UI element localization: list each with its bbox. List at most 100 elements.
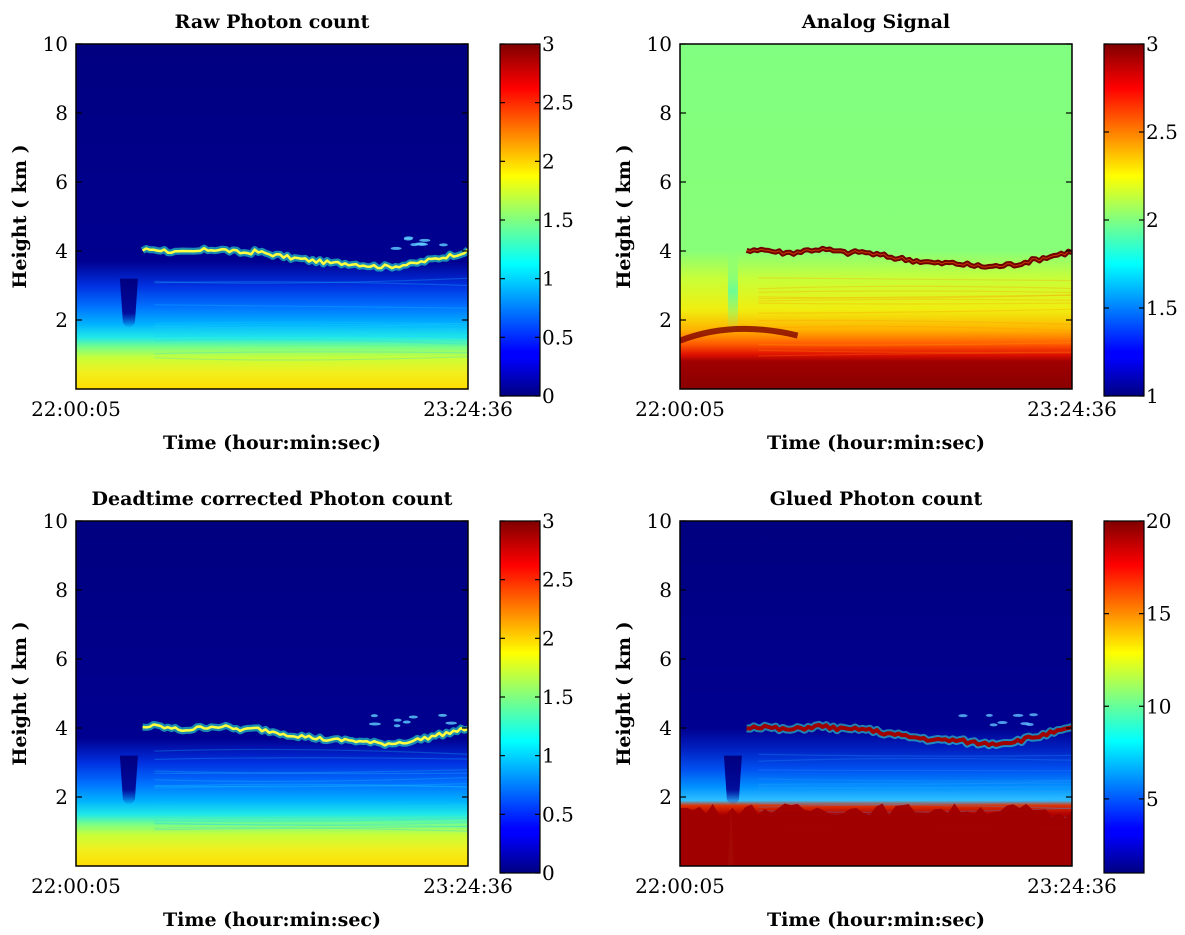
y-tick-label: 2	[659, 308, 672, 332]
axes-frame	[75, 43, 469, 390]
chart-title: Glued Photon count	[770, 488, 983, 510]
cloud-fragment	[445, 721, 457, 725]
axes-frame	[75, 520, 469, 867]
y-tick-label: 4	[55, 239, 68, 263]
colorbar-tick-label: 2.5	[1146, 120, 1178, 144]
layer-streak	[758, 757, 1072, 762]
layer-streak	[154, 748, 468, 755]
x-tick-label-start: 22:00:05	[31, 874, 121, 898]
layer-streak	[154, 277, 468, 284]
layer-streak	[758, 790, 1072, 795]
layer-streak	[758, 798, 1072, 806]
colorbar-tick-label: 0.5	[542, 802, 574, 826]
layer-streak	[758, 294, 1072, 299]
x-tick-label-end: 23:24:36	[1027, 874, 1117, 898]
cloud-fragment	[416, 242, 428, 246]
layer-streak	[154, 782, 468, 788]
chart-title: Raw Photon count	[175, 11, 370, 33]
layer-streak	[154, 826, 468, 831]
colorbar-tick-label: 1	[542, 744, 555, 768]
y-tick-label: 6	[659, 170, 672, 194]
y-tick-label: 4	[659, 716, 672, 740]
colorbar-tick-label: 1	[1146, 384, 1159, 408]
cloud-fragment	[393, 718, 402, 722]
layer-streak	[758, 786, 1072, 790]
shaft	[723, 755, 742, 805]
shaft	[119, 278, 138, 328]
colorbar-tick-label: 0	[542, 384, 555, 408]
colorbar-tick-label: 5	[1146, 787, 1159, 811]
colorbar-tick-label: 20	[1146, 509, 1171, 533]
heatmap-area	[76, 44, 468, 389]
colorbar-tick-label: 15	[1146, 602, 1171, 626]
cloud-layer	[141, 246, 468, 270]
y-axis-label: Height ( km )	[9, 144, 31, 288]
y-tick-label: 6	[659, 647, 672, 671]
layer-streak	[154, 770, 468, 775]
cloud-fragment	[419, 238, 431, 242]
x-axis-label: Time (hour:min:sec)	[163, 432, 381, 454]
y-tick-label: 8	[55, 578, 68, 602]
cloud-fragment	[1029, 713, 1038, 717]
y-tick-label: 8	[659, 578, 672, 602]
heatmap-background	[680, 44, 1072, 389]
layer-streak	[154, 769, 468, 775]
cloud-fragment	[989, 723, 998, 727]
colorbar-tick-label: 10	[1146, 694, 1171, 718]
heatmap-area	[680, 44, 1072, 389]
layer-streak	[154, 329, 468, 335]
y-tick-label: 4	[55, 716, 68, 740]
layer-streak	[154, 776, 468, 782]
x-tick-label-end: 23:24:36	[423, 397, 513, 421]
cloud-fragment	[408, 715, 418, 719]
y-tick-label: 8	[659, 101, 672, 125]
x-axis-label: Time (hour:min:sec)	[163, 909, 381, 931]
layer-streak	[758, 294, 1072, 300]
cloud-fragment	[402, 720, 411, 724]
axes-frame	[679, 520, 1073, 867]
colorbar-tick-label: 3	[542, 32, 555, 56]
low-red-region	[680, 803, 1072, 866]
layer-streak	[758, 285, 1072, 290]
y-tick-label: 10	[647, 509, 672, 533]
y-tick-label: 8	[55, 101, 68, 125]
y-axis-label: Height ( km )	[613, 144, 635, 288]
y-tick-label: 2	[55, 785, 68, 809]
colorbar: 5 10 15 20	[1103, 509, 1171, 874]
layer-streak	[758, 780, 1072, 786]
x-tick-label-start: 22:00:05	[635, 397, 725, 421]
cloud-layer	[746, 722, 1072, 748]
layer-streak	[758, 342, 1072, 346]
cloud-fragment	[439, 243, 448, 247]
layer-streak	[154, 351, 468, 355]
layer-streak	[758, 308, 1072, 314]
colorbar: 1 1.5 2 2.5 3	[1103, 32, 1178, 408]
cloud-layer	[142, 723, 468, 747]
layer-streak	[154, 783, 468, 788]
layer-streak	[154, 338, 468, 345]
layer-streak	[758, 753, 1072, 757]
cloud-fragment	[997, 721, 1008, 725]
y-tick-label: 10	[43, 509, 68, 533]
colorbar-tick-label: 2	[542, 149, 555, 173]
y-tick-label: 10	[43, 32, 68, 56]
x-tick-label-start: 22:00:05	[31, 397, 121, 421]
shaft	[727, 251, 738, 331]
cloud-layer-edge	[746, 247, 1072, 268]
cloud-fragment	[438, 713, 448, 717]
cloud-fragment	[393, 724, 401, 728]
colorbar-gradient	[1103, 520, 1145, 874]
colorbar-tick-label: 1.5	[1146, 296, 1178, 320]
x-axis-label: Time (hour:min:sec)	[767, 909, 985, 931]
layer-streak	[758, 325, 1072, 332]
layer-streak	[154, 335, 468, 338]
x-tick-label-start: 22:00:05	[635, 874, 725, 898]
heatmap-background	[76, 44, 468, 389]
layer-streak	[154, 329, 468, 332]
layer-streak	[154, 321, 468, 325]
layer-streak	[154, 804, 468, 808]
cloud-fragment	[985, 713, 993, 717]
cloud-fragment	[370, 714, 378, 718]
